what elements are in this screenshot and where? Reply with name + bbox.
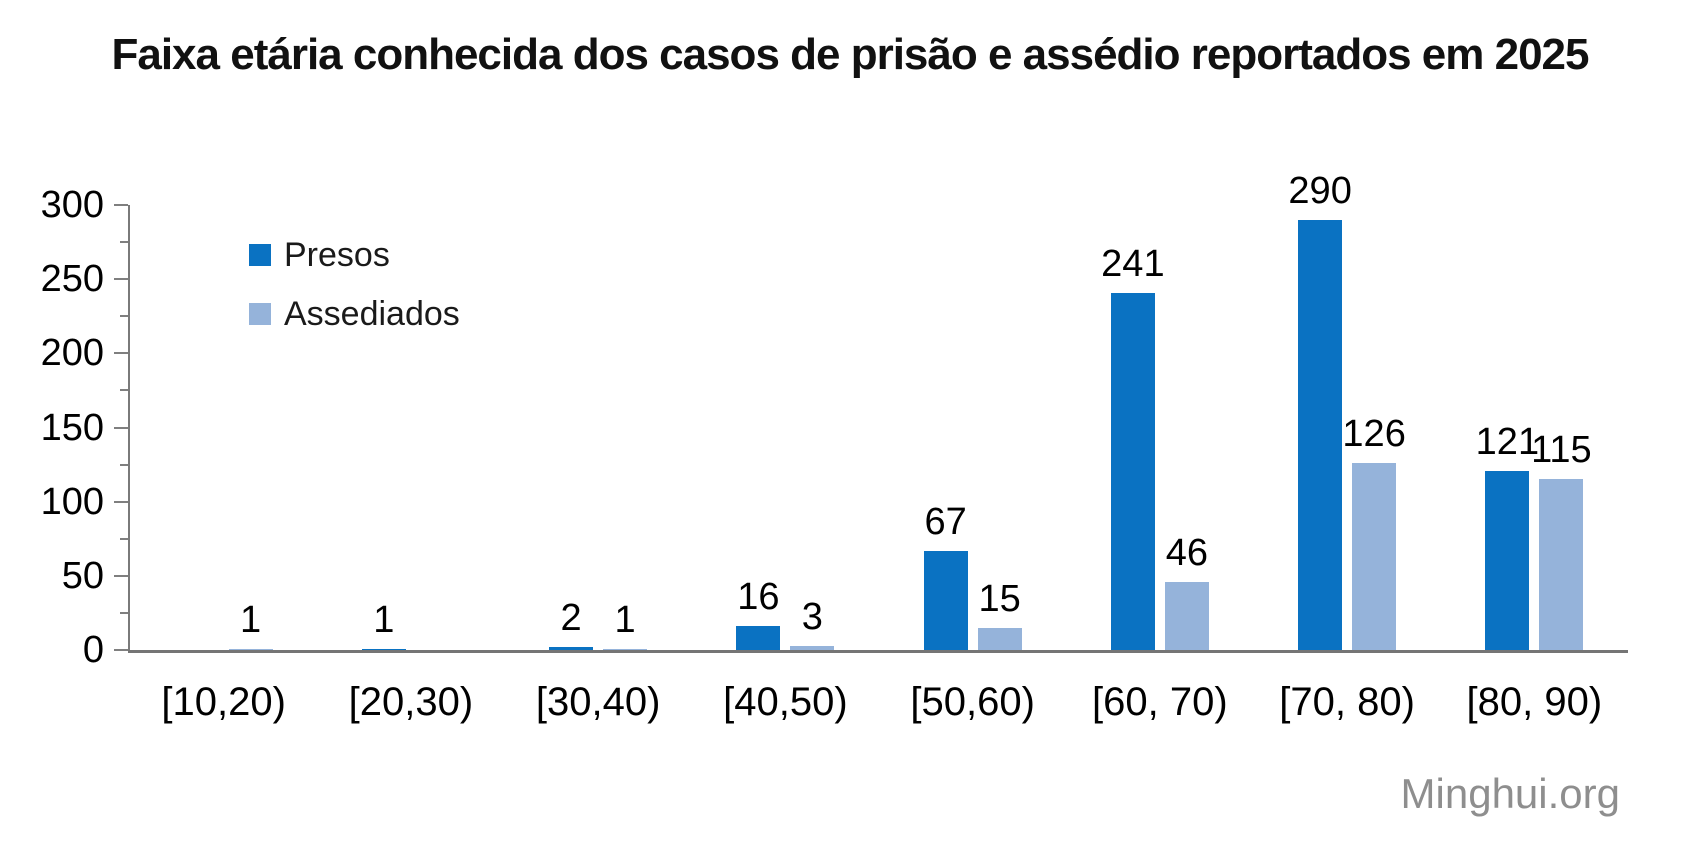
x-axis-label: [50,60) [910,680,1035,724]
y-axis-tick-minor [120,389,128,392]
presos-legend-swatch [249,244,271,266]
y-axis-tick-major [114,278,128,281]
y-axis-tick-major [114,352,128,355]
y-axis-label: 250 [40,258,104,301]
data-label-assediados-4: 15 [978,578,1021,620]
y-axis-tick-major [114,204,128,206]
watermark: Minghui.org [1400,770,1620,817]
data-label-presos-2: 2 [560,597,582,639]
data-label-presos-1: 1 [373,599,395,641]
assediados-legend-label: Assediados [284,294,460,333]
x-axis-label: [70, 80) [1279,680,1415,724]
x-axis-label: [60, 70) [1092,680,1228,724]
y-axis-tick-minor [120,611,128,614]
bar-presos-7 [1485,471,1530,650]
y-axis-tick-major [114,649,128,651]
bar-assediados-5 [1164,582,1209,650]
y-axis-tick-minor [120,315,128,318]
data-label-presos-7: 121 [1475,421,1540,463]
legend-item-presos: Presos [249,235,390,274]
x-axis-label: [20,30) [348,680,474,724]
bar-assediados-3 [790,646,835,650]
bar-assediados-0 [228,649,273,650]
y-axis-line [128,205,130,653]
y-axis-tick-major [114,574,128,577]
x-axis-label: [40,50) [723,680,848,724]
x-axis-line [128,650,1628,653]
bar-presos-2 [549,647,594,650]
data-label-presos-3: 16 [737,576,780,618]
data-label-assediados-5: 46 [1165,532,1209,574]
y-axis-label: 50 [61,554,104,597]
data-label-assediados-2: 1 [614,599,636,641]
bar-assediados-6 [1352,463,1397,650]
y-axis-tick-major [114,500,128,503]
x-axis-label: [10,20) [161,680,286,724]
data-label-assediados-7: 115 [1531,429,1592,471]
y-axis-label: 150 [40,406,104,449]
y-axis-label: 0 [82,629,104,671]
data-label-presos-4: 67 [924,501,967,543]
y-axis-label: 100 [40,480,104,523]
data-label-assediados-6: 126 [1342,413,1406,455]
bar-assediados-7 [1539,479,1584,650]
y-axis-tick-minor [120,241,128,244]
x-axis-label: [30,40) [535,680,661,724]
bar-presos-1 [361,649,406,650]
y-axis-tick-minor [120,463,128,466]
data-label-assediados-3: 3 [801,596,823,638]
data-label-assediados-0: 1 [240,599,262,641]
y-axis-tick-minor [120,537,128,540]
bar-presos-5 [1110,293,1155,650]
bar-presos-3 [736,626,781,650]
bar-assediados-4 [977,628,1022,650]
presos-legend-label: Presos [284,235,390,274]
legend-item-assediados: Assediados [249,294,460,333]
data-label-presos-5: 241 [1101,243,1165,285]
chart-title: Faixa etária conhecida dos casos de pris… [111,30,1589,79]
bar-presos-6 [1298,220,1343,650]
y-axis-label: 300 [40,184,104,226]
bar-assediados-2 [603,649,648,650]
assediados-legend-swatch [249,303,271,325]
x-axis-label: [80, 90) [1466,680,1603,724]
data-label-presos-6: 290 [1288,170,1352,212]
y-axis-tick-major [114,426,128,429]
bar-presos-4 [923,551,968,650]
y-axis-label: 200 [40,332,104,375]
